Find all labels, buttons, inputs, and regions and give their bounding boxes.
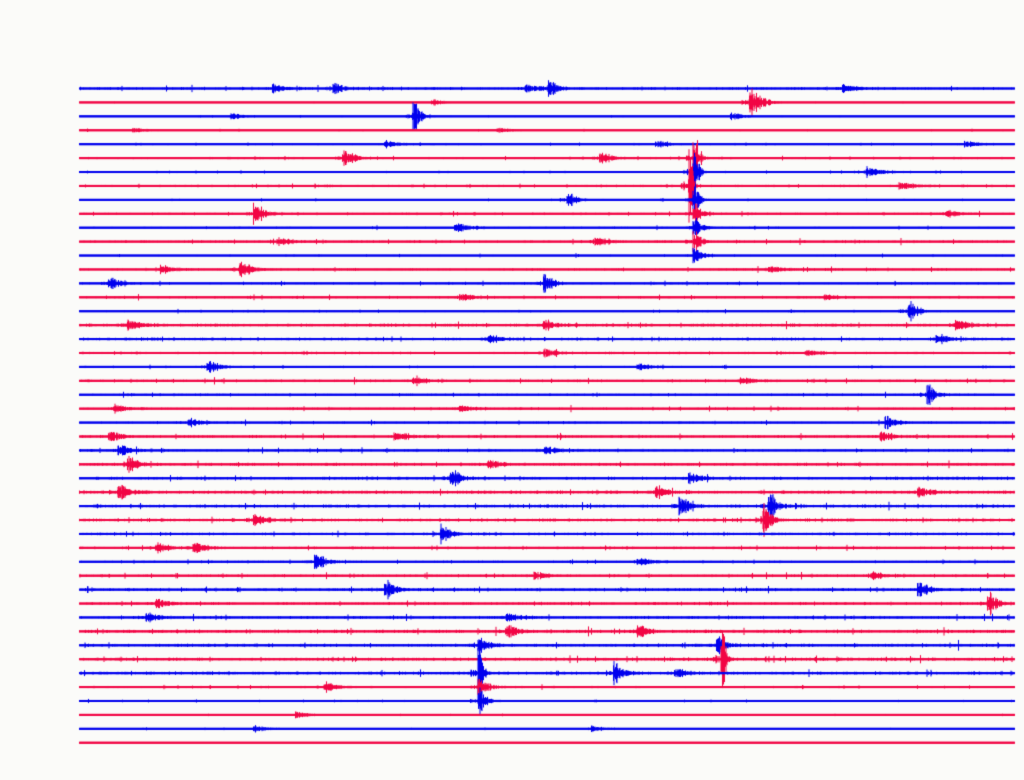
seismogram-page: HL Ithomi 2025-07-16 Applied filter: WWS… — [0, 0, 1024, 780]
seismogram-trace-canvas — [0, 0, 1024, 780]
